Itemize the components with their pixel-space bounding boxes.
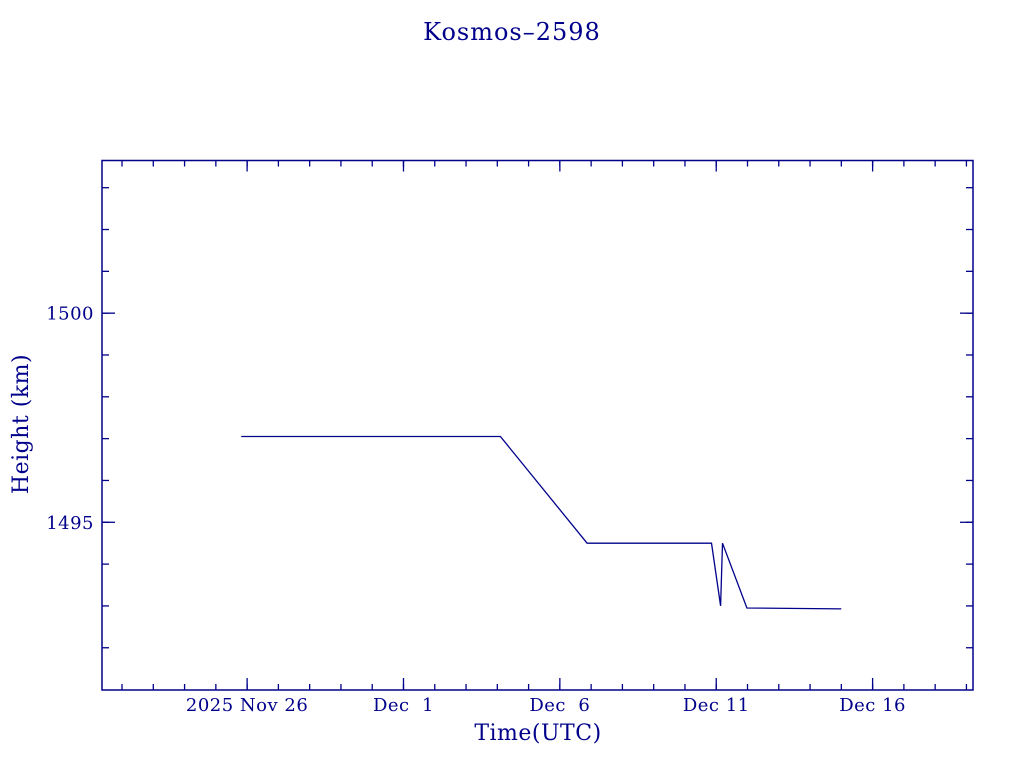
y-tick-label: 1500	[46, 304, 94, 325]
x-axis-title: Time(UTC)	[474, 721, 601, 746]
x-tick-label: Dec 1	[373, 695, 434, 716]
x-tick-label: Dec 6	[529, 695, 590, 716]
x-tick-label: Dec 11	[683, 695, 750, 716]
y-axis-title: Height (km)	[9, 354, 34, 494]
height-series-line	[241, 435, 842, 610]
x-tick-label: Dec 16	[839, 695, 906, 716]
plot-frame	[101, 159, 974, 691]
y-tick-label: 1495	[46, 513, 94, 534]
x-tick-label: 2025 Nov 26	[186, 695, 308, 716]
chart-title: Kosmos–2598	[423, 18, 601, 46]
plot-area: 2025 Nov 26 Dec 1 Dec 6 Dec 11 Dec 16 1495 150…	[46, 159, 974, 716]
